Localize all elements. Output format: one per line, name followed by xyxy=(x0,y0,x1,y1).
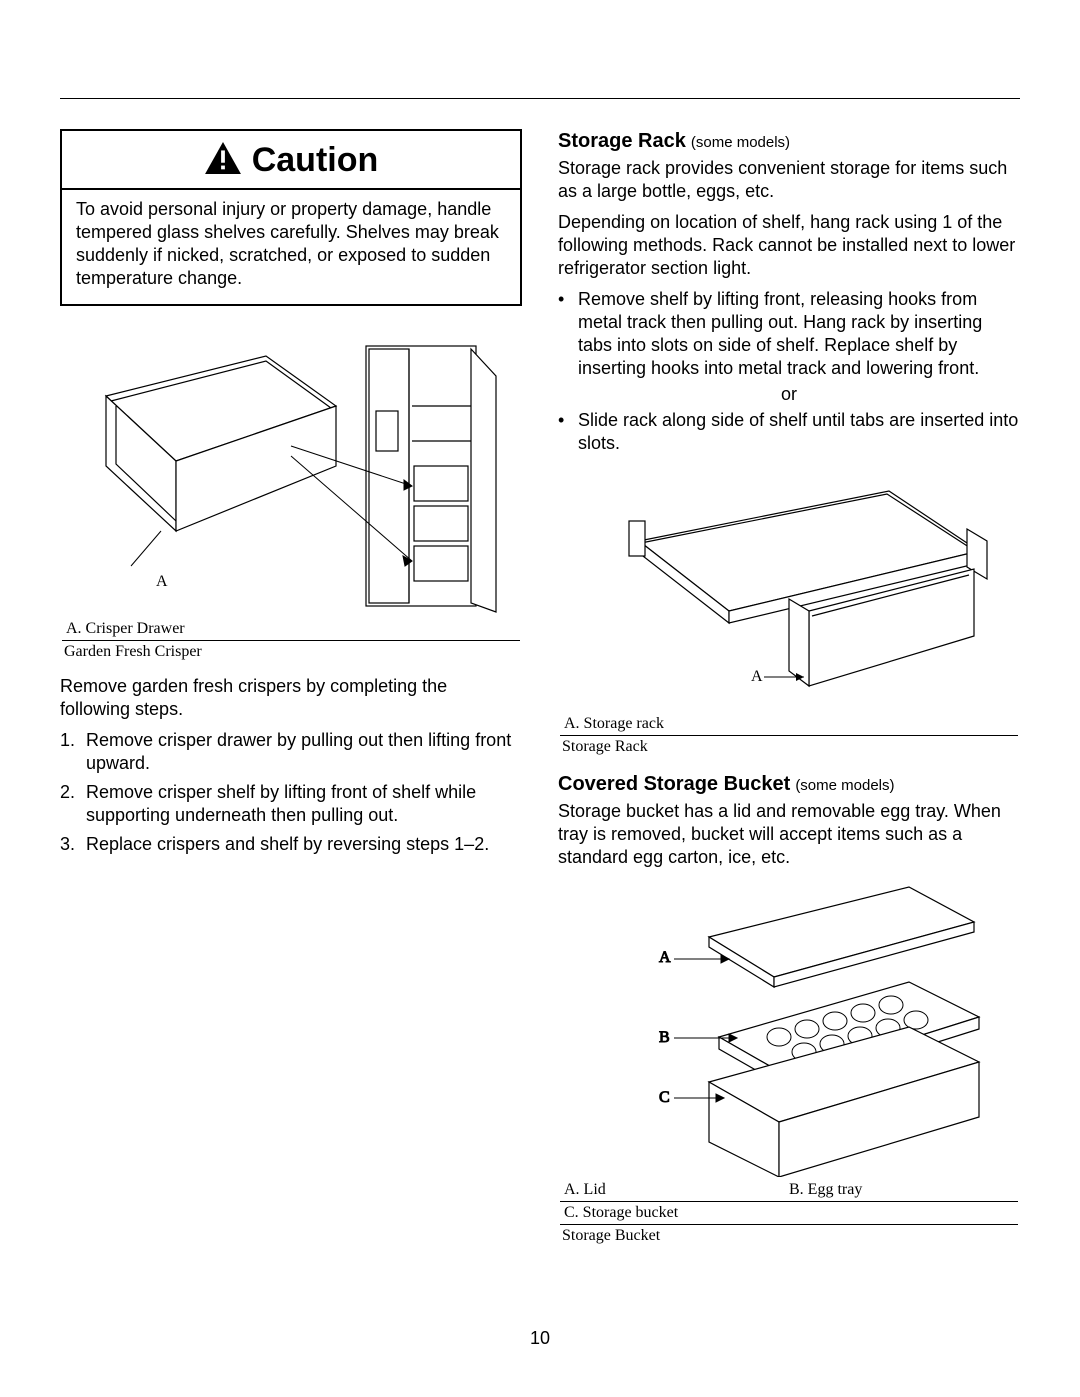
warning-triangle-icon xyxy=(204,141,242,175)
storage-bucket-heading-line: Covered Storage Bucket (some models) xyxy=(558,772,1020,798)
storage-rack-p2: Depending on location of shelf, hang rac… xyxy=(558,211,1020,280)
crisper-legend: A. Crisper Drawer xyxy=(62,620,520,641)
storage-rack-p1: Storage rack provides convenient storage… xyxy=(558,157,1020,203)
page-number: 10 xyxy=(0,1328,1080,1349)
storage-bucket-legend-row1: A. Lid B. Egg tray xyxy=(560,1181,1018,1202)
storage-bucket-legend-row2: C. Storage bucket xyxy=(560,1204,1018,1225)
crisper-figure: A xyxy=(76,316,506,616)
two-column-layout: Caution To avoid personal injury or prop… xyxy=(60,129,1020,1259)
crisper-steps: 1.Remove crisper drawer by pulling out t… xyxy=(60,729,522,856)
storage-rack-legend: A. Storage rack xyxy=(560,715,1018,736)
left-column: Caution To avoid personal injury or prop… xyxy=(60,129,522,1259)
crisper-intro: Remove garden fresh crispers by completi… xyxy=(60,675,522,721)
storage-rack-bullets: •Remove shelf by lifting front, releasin… xyxy=(558,288,1020,380)
bullet-1: •Remove shelf by lifting front, releasin… xyxy=(558,288,1020,380)
bucket-fig-label-b: B xyxy=(659,1029,670,1046)
storage-rack-note: (some models) xyxy=(691,134,790,151)
storage-rack-bullets-2: •Slide rack along side of shelf until ta… xyxy=(558,409,1020,455)
caution-box: Caution To avoid personal injury or prop… xyxy=(60,129,522,306)
storage-bucket-p1: Storage bucket has a lid and removable e… xyxy=(558,800,1020,869)
step-3: 3.Replace crispers and shelf by reversin… xyxy=(60,833,522,856)
storage-bucket-title: Covered Storage Bucket xyxy=(558,773,790,795)
bucket-fig-label-c: C xyxy=(659,1089,670,1106)
rack-fig-label-a: A xyxy=(751,668,763,685)
right-column: Storage Rack (some models) Storage rack … xyxy=(558,129,1020,1259)
storage-bucket-caption: Storage Bucket xyxy=(558,1225,1020,1245)
bullet-2: •Slide rack along side of shelf until ta… xyxy=(558,409,1020,455)
storage-rack-figure: A xyxy=(579,461,999,711)
step-1: 1.Remove crisper drawer by pulling out t… xyxy=(60,729,522,775)
caution-header: Caution xyxy=(62,131,520,190)
storage-bucket-figure: A B C xyxy=(579,877,999,1177)
legend-b: B. Egg tray xyxy=(789,1181,1014,1199)
storage-bucket-note: (some models) xyxy=(795,777,894,794)
or-separator: or xyxy=(558,384,1020,405)
bucket-fig-label-a: A xyxy=(659,949,671,966)
top-horizontal-rule xyxy=(60,98,1020,99)
storage-rack-caption: Storage Rack xyxy=(558,736,1020,756)
storage-rack-heading-line: Storage Rack (some models) xyxy=(558,129,1020,155)
step-2: 2.Remove crisper shelf by lifting front … xyxy=(60,781,522,827)
storage-rack-title: Storage Rack xyxy=(558,130,686,152)
caution-title: Caution xyxy=(252,141,379,180)
crisper-caption: Garden Fresh Crisper xyxy=(60,641,522,661)
fig-label-a: A xyxy=(156,573,168,590)
legend-a: A. Lid xyxy=(564,1181,789,1199)
caution-body-text: To avoid personal injury or property dam… xyxy=(62,190,520,304)
